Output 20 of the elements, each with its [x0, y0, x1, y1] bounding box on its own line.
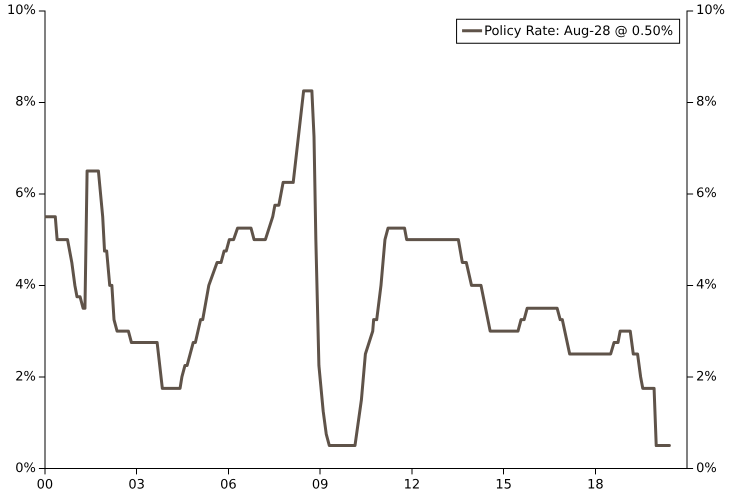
x-tick-label: 00 — [36, 478, 54, 493]
legend-label: Policy Rate: Aug-28 @ 0.50% — [484, 24, 674, 40]
y-tick-label: 10% — [6, 3, 36, 18]
x-tick-label: 06 — [220, 478, 237, 493]
y-tick-label: 4% — [15, 278, 36, 293]
y-tick-label: 0% — [15, 460, 36, 476]
y2-tick-label: 6% — [696, 186, 717, 202]
y-tick-label: 6% — [15, 186, 36, 202]
x-tick-label: 12 — [404, 478, 420, 493]
x-tick-label: 03 — [128, 478, 145, 493]
y-tick-label: 2% — [15, 369, 36, 384]
x-tick-label: 15 — [495, 478, 512, 493]
y-tick-label: 8% — [15, 94, 36, 110]
x-tick-label: 09 — [312, 478, 328, 493]
y2-tick-label: 2% — [696, 369, 717, 384]
y2-tick-label: 10% — [696, 3, 726, 18]
y2-tick-label: 4% — [696, 278, 717, 293]
x-tick-label: 18 — [587, 478, 604, 493]
y2-tick-label: 8% — [696, 94, 717, 110]
y2-tick-label: 0% — [696, 460, 717, 476]
